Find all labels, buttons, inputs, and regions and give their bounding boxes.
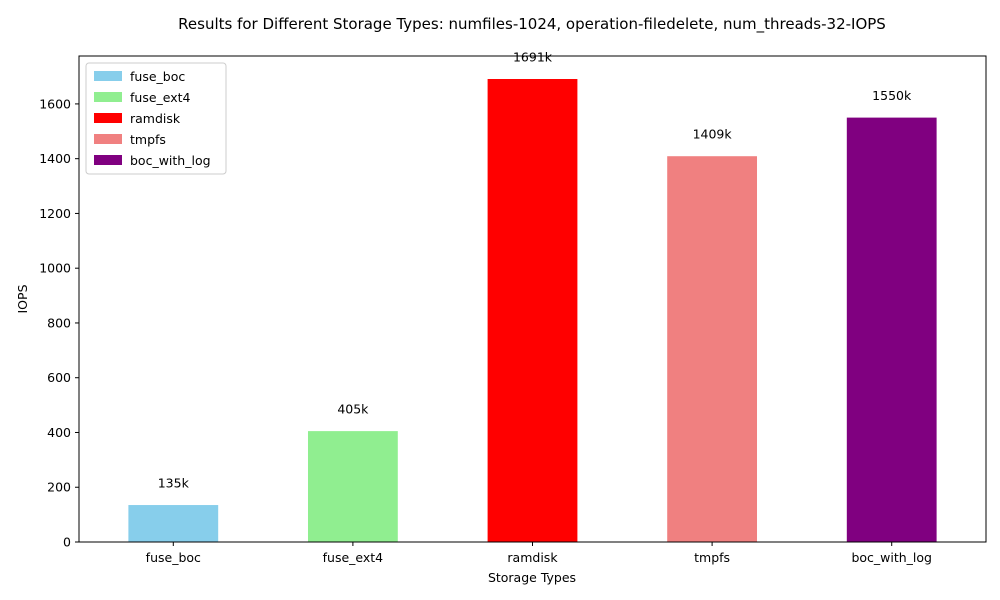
y-tick-label-400: 400 — [47, 425, 71, 440]
y-tick-label-1400: 1400 — [39, 151, 71, 166]
bar-ramdisk — [487, 78, 578, 542]
legend-label-fuse-boc: fuse_boc — [130, 69, 185, 84]
legend-swatch-boc-with-log — [94, 155, 122, 165]
x-tick-label-boc-with-log: boc_with_log — [851, 550, 932, 565]
bar-boc-with-log — [846, 117, 937, 542]
y-tick-label-800: 800 — [47, 315, 71, 330]
bars-group — [128, 78, 937, 542]
chart-title: Results for Different Storage Types: num… — [178, 15, 886, 34]
legend-swatch-tmpfs — [94, 134, 122, 144]
x-tick-label-tmpfs: tmpfs — [694, 550, 730, 565]
value-label-fuse-ext4: 405k — [337, 401, 369, 416]
value-label-ramdisk: 1691k — [513, 49, 553, 64]
legend-swatch-fuse-ext4 — [94, 92, 122, 102]
legend-label-ramdisk: ramdisk — [130, 111, 181, 126]
bar-tmpfs — [667, 156, 758, 542]
legend-box — [85, 62, 227, 175]
y-tick-label-600: 600 — [47, 370, 71, 385]
x-tick-label-ramdisk: ramdisk — [507, 550, 558, 565]
bar-fuse-ext4 — [307, 431, 398, 542]
value-label-tmpfs: 1409k — [693, 127, 733, 142]
legend-label-tmpfs: tmpfs — [130, 132, 166, 147]
x-tick-label-fuse-ext4: fuse_ext4 — [323, 550, 384, 565]
x-tick-label-fuse-boc: fuse_boc — [146, 550, 201, 565]
y-axis: 0 200 400 600 800 1000 1200 1400 1600 — [39, 96, 79, 550]
y-tick-label-1000: 1000 — [39, 261, 71, 276]
y-tick-label-200: 200 — [47, 480, 71, 495]
value-labels-group: 135k 405k 1691k 1409k 1550k — [158, 49, 912, 490]
x-axis: fuse_boc fuse_ext4 ramdisk tmpfs boc_with_lo… — [146, 542, 932, 565]
legend-label-boc-with-log: boc_with_log — [130, 153, 211, 168]
bar-fuse-boc — [128, 505, 219, 542]
legend-swatch-fuse-boc — [94, 71, 122, 81]
y-axis-label: IOPS — [15, 284, 30, 313]
legend-swatch-ramdisk — [94, 113, 122, 123]
legend-label-fuse-ext4: fuse_ext4 — [130, 90, 191, 105]
value-label-boc-with-log: 1550k — [872, 88, 912, 103]
plot-frame — [78, 55, 987, 543]
y-tick-label-1600: 1600 — [39, 96, 71, 111]
x-axis-label: Storage Types — [488, 570, 576, 585]
y-tick-label-1200: 1200 — [39, 206, 71, 221]
y-tick-label-0: 0 — [63, 535, 71, 550]
value-label-fuse-boc: 135k — [158, 475, 190, 490]
